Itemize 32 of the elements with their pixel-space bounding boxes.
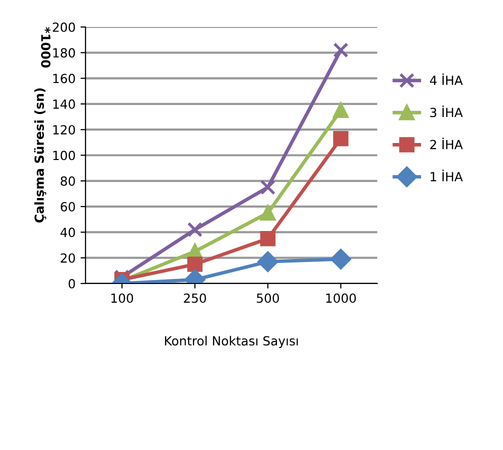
y-tick-label: 80 [60, 176, 75, 186]
y-tick-label: 40 [60, 228, 75, 238]
y-tick-label: 160 [53, 74, 75, 84]
point [260, 230, 276, 246]
x-tick-label: 250 [184, 293, 206, 303]
point [333, 130, 348, 146]
point [187, 256, 203, 272]
y-tick-label: 180 [53, 48, 75, 58]
y-tick-label: 0 [68, 278, 75, 288]
point [333, 42, 348, 58]
x-tick-label: 500 [256, 293, 279, 303]
point [260, 205, 276, 221]
y-tick-label: 60 [60, 202, 75, 212]
x-tick-label: 100 [111, 293, 134, 303]
y-tick-label: 120 [53, 125, 75, 135]
y-axis-title: Çalışma Süresi (sn) [34, 88, 46, 223]
y-tick-label: 100 [53, 150, 75, 160]
x-axis-title: Kontrol Noktası Sayısı [165, 336, 298, 348]
legend-label: 4 İHA [430, 74, 463, 85]
y-tick-label: 20 [60, 253, 75, 263]
legend-label: 3 İHA [430, 106, 463, 118]
point [330, 248, 352, 270]
y-tick-label: 140 [53, 99, 75, 109]
x-tick-label: 1000 [326, 293, 356, 303]
legend-label: 2 İHA [430, 138, 463, 150]
point [260, 180, 276, 195]
point [187, 222, 203, 238]
y-tick-label: 200 [52, 22, 75, 32]
legend-label: 1 İHA [430, 170, 463, 182]
text: *1000 [41, 27, 50, 68]
point [333, 102, 348, 118]
point [258, 251, 278, 272]
